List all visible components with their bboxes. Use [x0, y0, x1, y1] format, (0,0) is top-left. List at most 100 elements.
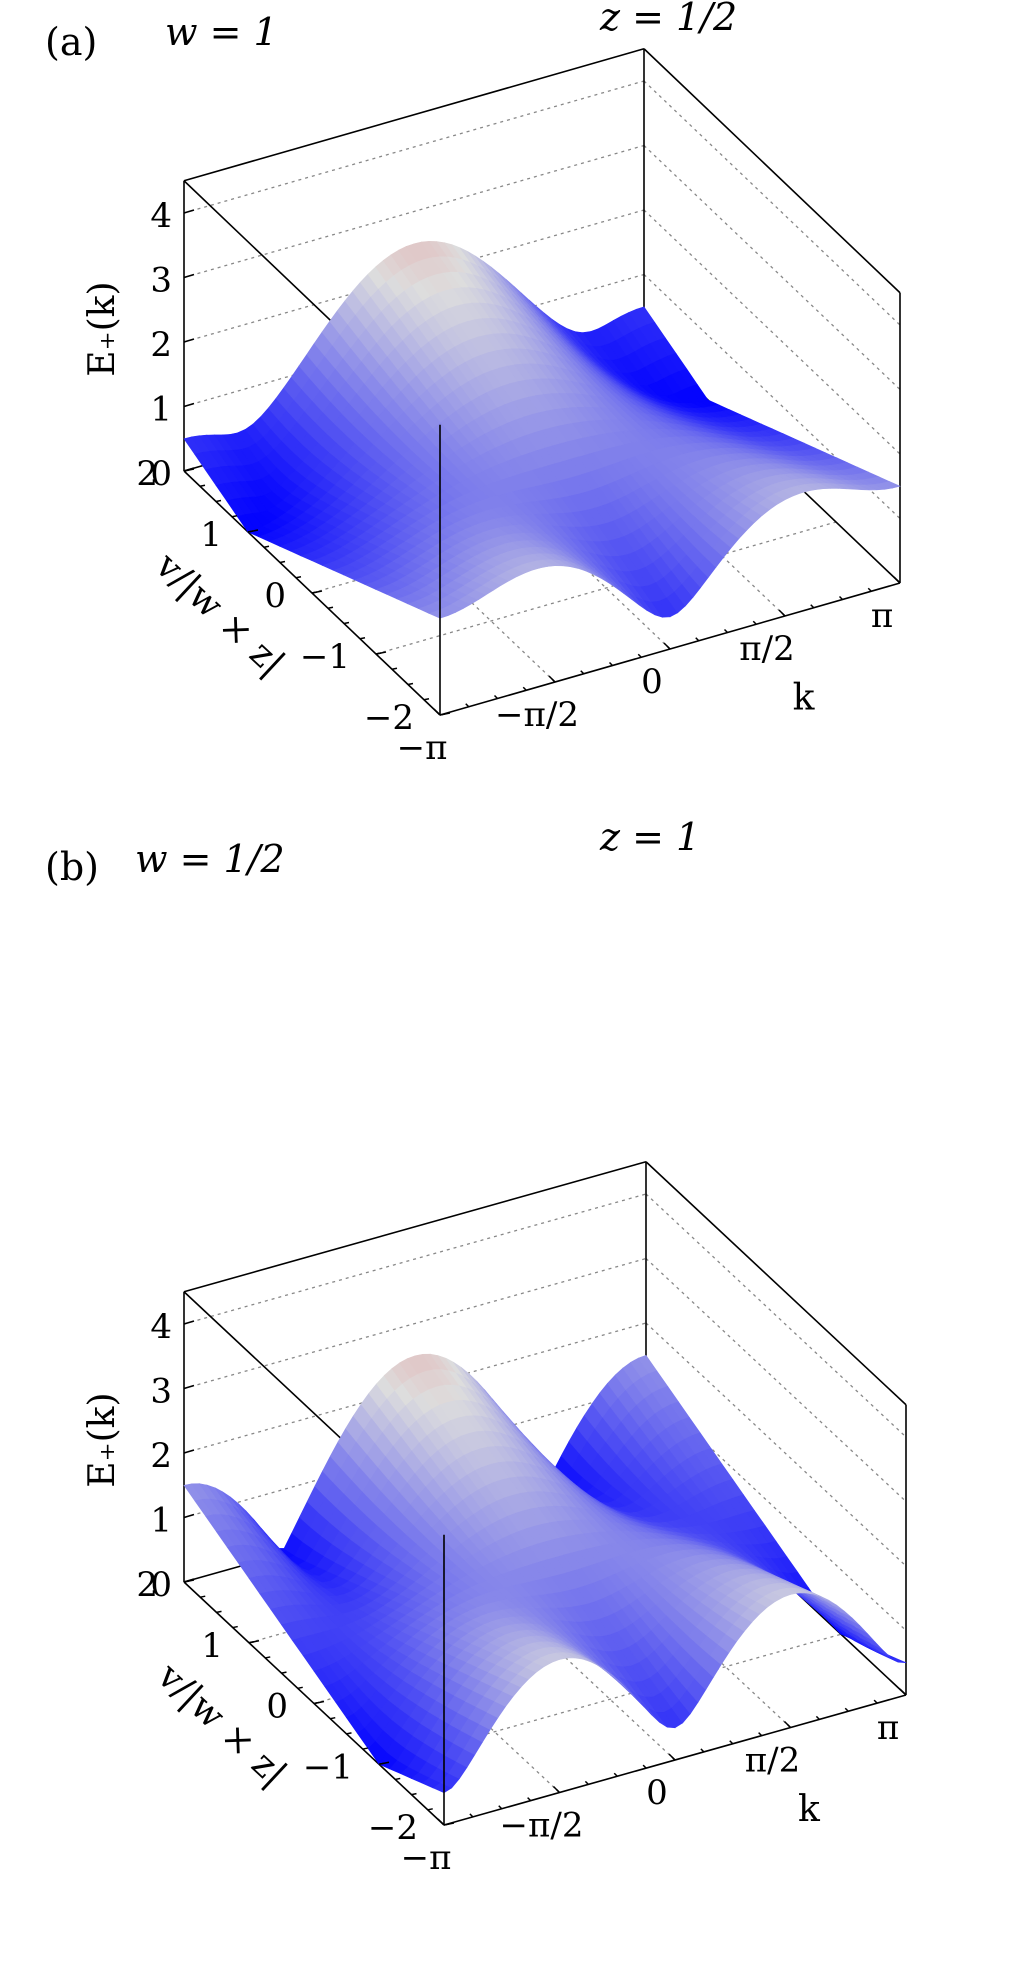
axis-label-z: E₊(k) [82, 1393, 123, 1488]
grid-line-right [645, 1322, 907, 1567]
tick-label-x: −π [397, 728, 448, 768]
minor-tick-x [580, 670, 585, 675]
minor-tick-y [439, 713, 446, 716]
panel-label: (a) [45, 20, 97, 64]
minor-tick-x [440, 1821, 445, 1826]
tick-label-z: 0 [150, 1565, 172, 1605]
tick-z [183, 1320, 195, 1325]
minor-tick-y [265, 1656, 271, 1659]
minor-tick-x [584, 1780, 589, 1785]
minor-tick-y [423, 698, 430, 701]
minor-tick-y [297, 1686, 303, 1690]
minor-tick-y [183, 469, 190, 472]
tick-label-z: 1 [150, 1501, 172, 1541]
tick-label-x: π [877, 1708, 899, 1748]
minor-tick-y [343, 621, 350, 625]
minor-tick-y [346, 1732, 352, 1735]
z-annotation: z = 1/2 [599, 0, 737, 39]
minor-tick-y [375, 652, 382, 655]
minor-tick-x [902, 1691, 907, 1696]
minor-tick-x [555, 1788, 561, 1794]
grid-line-right [643, 80, 901, 326]
ticks [183, 1320, 907, 1826]
axis-label-x: k [793, 677, 816, 718]
grid-line-right [645, 1258, 907, 1502]
minor-tick-x [436, 711, 441, 716]
minor-tick-x [695, 637, 700, 642]
minor-tick-x [527, 1797, 532, 1802]
tick-label-z: 1 [150, 390, 172, 430]
minor-tick-y [407, 682, 414, 686]
grid-line-back [183, 1193, 647, 1325]
minor-tick-y [200, 1595, 206, 1598]
tick-label-z: 2 [150, 325, 172, 365]
ticks [183, 209, 901, 716]
tick-label-x: π/2 [739, 629, 794, 669]
minor-tick-y [395, 1777, 401, 1781]
surface [183, 240, 901, 619]
tick-label-y: 0 [264, 576, 286, 616]
minor-tick-y [215, 499, 222, 503]
tick-label-z: 4 [150, 196, 172, 236]
minor-tick-y [311, 591, 318, 594]
minor-tick-x [758, 1732, 763, 1737]
minor-tick-y [362, 1747, 368, 1750]
tick-label-z: 2 [150, 1436, 172, 1476]
minor-tick-x [498, 1805, 503, 1810]
minor-tick-y [247, 530, 254, 533]
minor-tick-y [199, 484, 206, 487]
minor-tick-x [551, 678, 556, 683]
minor-tick-x [637, 653, 642, 658]
minor-tick-x [642, 1764, 647, 1769]
minor-tick-y [327, 606, 334, 609]
tick-label-x: π/2 [745, 1741, 800, 1781]
tick-label-z: 3 [150, 261, 172, 301]
axis-box-edge [645, 1161, 907, 1406]
grid-line-right [645, 1387, 907, 1631]
tick-label-z: 4 [150, 1307, 172, 1347]
minor-tick-x [815, 1715, 820, 1720]
tick-label-y: 1 [201, 1626, 223, 1666]
grid-line-floor-v [375, 521, 837, 655]
minor-tick-y [281, 1671, 287, 1674]
tick-label-x: −π/2 [495, 695, 579, 735]
tick-label-y: −1 [300, 637, 350, 677]
tick-label-y: −2 [364, 698, 414, 738]
minor-tick-x [666, 645, 671, 650]
surface-patch [880, 481, 901, 489]
surface-patch [887, 1656, 907, 1663]
minor-tick-y [313, 1701, 320, 1705]
grid-line-right [643, 145, 901, 390]
minor-tick-y [295, 576, 302, 579]
minor-tick-x [873, 1699, 878, 1704]
minor-tick-y [427, 1808, 433, 1811]
minor-tick-y [279, 560, 286, 564]
minor-tick-x [700, 1748, 705, 1753]
minor-tick-y [443, 1823, 450, 1826]
minor-tick-y [248, 1641, 255, 1644]
minor-tick-x [781, 612, 786, 617]
grid-line-back [183, 144, 645, 279]
minor-tick-x [867, 587, 872, 592]
minor-tick-x [671, 1756, 676, 1761]
w-annotation: w = 1/2 [135, 837, 285, 881]
minor-tick-y [411, 1792, 417, 1796]
tick-label-y: −2 [368, 1808, 418, 1848]
minor-tick-x [844, 1707, 849, 1712]
minor-tick-x [729, 1740, 734, 1745]
grid-line-right [645, 1193, 907, 1438]
minor-tick-y [391, 667, 398, 670]
minor-tick-x [493, 694, 499, 700]
z-annotation: z = 1 [599, 815, 700, 859]
axis-label-x: k [798, 1789, 821, 1830]
minor-tick-x [608, 661, 614, 667]
minor-tick-y [183, 1580, 190, 1583]
minor-tick-x [723, 628, 729, 634]
tick-label-y: 0 [266, 1687, 288, 1727]
tick-label-y: 2 [136, 1565, 158, 1605]
minor-tick-y [232, 1625, 238, 1629]
panel-label: (b) [45, 845, 99, 889]
tick-label-z: 3 [150, 1372, 172, 1412]
minor-tick-x [786, 1723, 792, 1729]
